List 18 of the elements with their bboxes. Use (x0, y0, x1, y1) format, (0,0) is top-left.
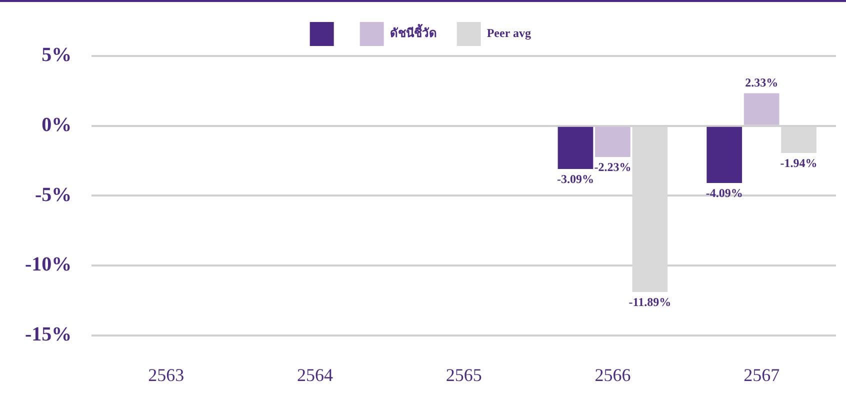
data-label: -1.94% (780, 156, 818, 170)
y-tick-label: 0% (42, 114, 72, 136)
data-label: -4.09% (706, 186, 743, 200)
x-tick-label: 2564 (296, 364, 333, 385)
x-tick-label: 2567 (744, 364, 780, 385)
x-tick-label: 2566 (594, 364, 631, 385)
data-label: -3.09% (556, 172, 594, 186)
x-tick-label: 2565 (446, 364, 482, 385)
data-label: 2.33% (745, 75, 778, 90)
y-tick-label: -10% (24, 254, 72, 276)
y-tick-label: -5% (34, 184, 72, 206)
y-tick-label: 5% (42, 44, 72, 66)
data-label: -2.23% (594, 160, 632, 174)
legend-label: ดัชนีชี้วัด (390, 23, 437, 40)
y-tick-label: -15% (24, 324, 72, 346)
x-tick-label: 2563 (148, 364, 184, 385)
data-label: -11.89% (628, 295, 672, 310)
legend-label: Peer avg (486, 26, 531, 40)
